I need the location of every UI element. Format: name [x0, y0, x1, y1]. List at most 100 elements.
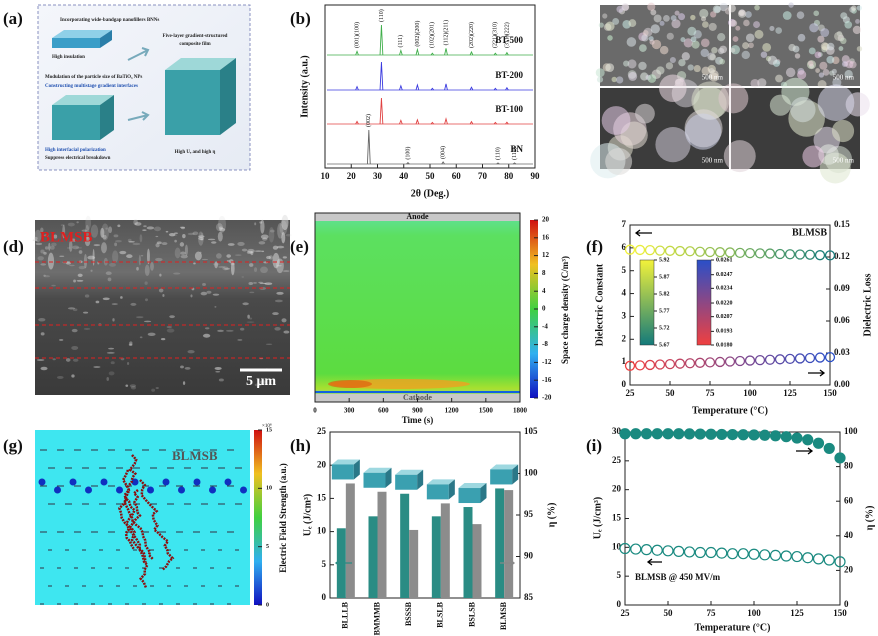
y-tick-label: 5 [266, 544, 269, 550]
sem-grain [72, 358, 79, 362]
y-tick-label: 3 [622, 310, 627, 320]
sem-grain [198, 231, 204, 246]
cube-front [490, 469, 513, 485]
colorbar-tick-label: 5.82 [659, 291, 670, 297]
breakdown-path [128, 489, 147, 563]
sem-grain [110, 361, 115, 365]
peak-label: (100) [404, 147, 411, 160]
xrd-trace [327, 129, 533, 165]
sem-grain [268, 227, 275, 243]
y-tick-label: 25 [612, 455, 622, 465]
sem-particle [638, 61, 647, 71]
data-point [683, 428, 696, 440]
xrd-peak [505, 86, 509, 91]
sem-particle [760, 51, 768, 58]
colorbar-tick-label: 5.67 [659, 342, 670, 348]
sem-particle [665, 62, 674, 70]
sem-grain [69, 264, 75, 267]
sem-grain [160, 338, 166, 341]
data-point [737, 548, 749, 560]
sem-grain [201, 258, 209, 261]
data-point [651, 428, 663, 440]
axis-arrow [646, 558, 662, 566]
sem-grain [268, 255, 274, 260]
sem-grain [254, 267, 258, 273]
data-point [630, 543, 642, 555]
sem-particle [844, 20, 853, 29]
sem-grain [34, 236, 38, 240]
sem-grain [194, 251, 202, 261]
sem-grain [40, 227, 44, 233]
xrd-peak [430, 87, 435, 91]
cube-front [395, 474, 418, 490]
y-tick-label: 30 [612, 426, 622, 436]
sem-grain [40, 366, 48, 371]
sem-grain [43, 251, 47, 255]
sem-grain [276, 245, 285, 249]
data-point [684, 246, 696, 257]
sem-grain [200, 232, 204, 236]
y-tick-label: 90 [524, 551, 534, 561]
data-point [744, 247, 756, 259]
sem-particle [802, 145, 825, 168]
sem-particle [826, 55, 835, 64]
xrd-peak [366, 129, 371, 165]
sem-particle [596, 76, 604, 83]
sem-particle [817, 35, 825, 43]
peak-label: (311)(222) [503, 22, 510, 48]
sem-grain [106, 351, 115, 354]
data-point [791, 550, 803, 563]
x-tick-label: 80 [504, 171, 514, 181]
data-point [774, 354, 786, 365]
sem-grain [102, 234, 107, 240]
sem-particle [769, 94, 792, 116]
sem-particle [626, 37, 637, 47]
y-tick-label: 80 [844, 461, 854, 471]
sem-grain [281, 214, 289, 231]
colorbar-tick-label: 0.0247 [716, 272, 733, 278]
x-tick-label: 75 [706, 388, 716, 398]
sem-grain [109, 262, 116, 267]
sem-grain [180, 365, 184, 369]
sem-grain [162, 294, 165, 297]
y-tick-label: 15 [317, 492, 327, 502]
sem-particle [843, 61, 849, 67]
xrd-peak [406, 162, 410, 165]
sem-grain [138, 254, 141, 266]
y-tick-label: 0 [844, 599, 849, 609]
panel-label: (e) [290, 237, 309, 256]
sem-grain [155, 243, 160, 248]
peak-label: (102)(201) [429, 22, 436, 48]
sem-particle [730, 19, 738, 27]
sem-grain [127, 238, 132, 242]
xrd-peak [469, 86, 474, 91]
sem-particle [782, 11, 792, 20]
sem-particle [818, 72, 825, 78]
data-point [754, 354, 766, 366]
sem-particle [690, 14, 696, 21]
sem-grain [282, 270, 290, 272]
sem-image [590, 74, 730, 179]
y-tick-label: 0.09 [834, 283, 850, 293]
x-tick-label: 75 [707, 608, 717, 618]
filler-particle [209, 486, 216, 494]
sem-grain [202, 333, 211, 338]
sem-grain [272, 245, 279, 250]
sem-grain [67, 307, 76, 310]
x-tick-label: 20 [347, 171, 357, 181]
y-tick-label: 0.00 [834, 379, 850, 389]
sem-grain [101, 242, 107, 254]
filler-particle [240, 486, 247, 494]
sem-grain [150, 262, 154, 271]
sem-grain [254, 250, 262, 252]
sem-grain [218, 226, 223, 230]
sem-particle [605, 21, 615, 31]
filler-particle [193, 478, 201, 486]
sem-grain [87, 255, 96, 260]
sem-grain [276, 291, 284, 295]
y-tick-label: -12 [542, 358, 552, 366]
data-point [644, 244, 656, 256]
y-tick-label: 20 [844, 564, 854, 574]
sem-grain [161, 242, 168, 246]
xrd-peak [493, 121, 498, 125]
